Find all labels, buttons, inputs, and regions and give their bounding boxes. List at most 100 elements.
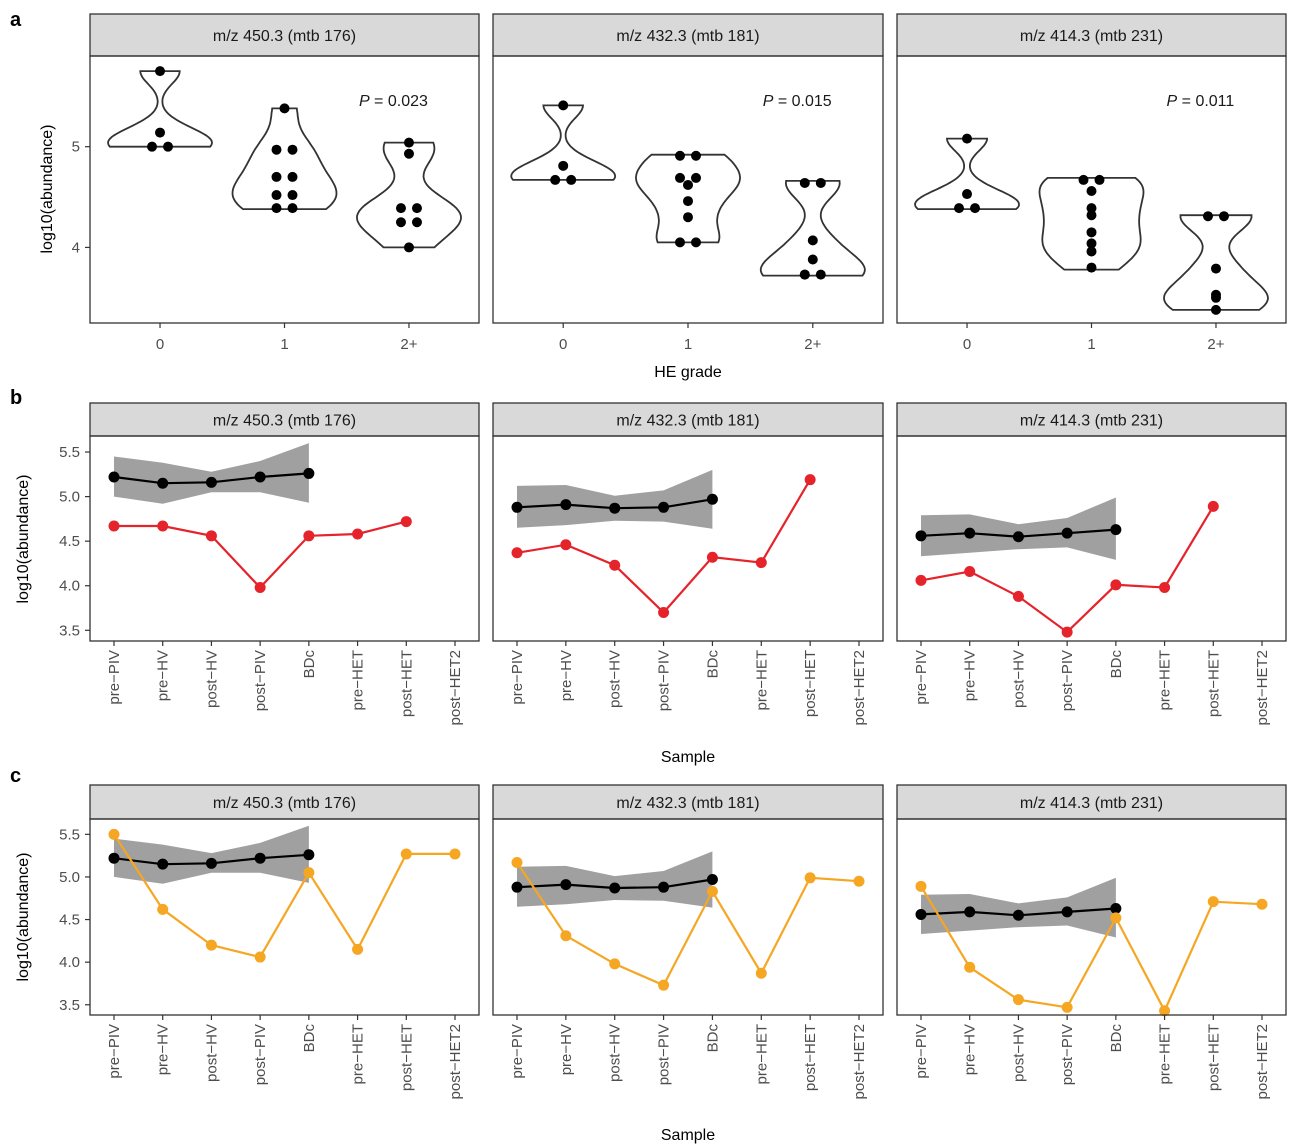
facet-strip bbox=[89, 784, 480, 820]
y-tick-label: 5.0 bbox=[59, 489, 80, 506]
series-point bbox=[804, 872, 816, 884]
series-point bbox=[352, 528, 364, 540]
series-point bbox=[915, 574, 927, 586]
panel-border bbox=[89, 818, 480, 1016]
data-point bbox=[1086, 227, 1097, 238]
violin bbox=[914, 137, 1020, 210]
y-tick-label: 3.5 bbox=[59, 997, 80, 1014]
x-tick-label: post−HET2 bbox=[1254, 1024, 1271, 1099]
data-point bbox=[403, 137, 414, 148]
x-tick-label: post−HV bbox=[1010, 650, 1027, 708]
x-tick-label: post−PIV bbox=[1059, 1024, 1076, 1085]
data-point bbox=[962, 133, 973, 144]
series-point bbox=[706, 551, 718, 563]
series-point bbox=[352, 943, 364, 955]
panel-label-a: a bbox=[10, 9, 22, 31]
series-point bbox=[1159, 582, 1171, 594]
x-tick-label: post−HET2 bbox=[447, 1024, 464, 1099]
x-tick-label: pre−HET bbox=[1157, 1024, 1174, 1084]
series-point bbox=[254, 582, 266, 594]
facet-title: m/z 432.3 (mtb 181) bbox=[616, 795, 759, 812]
data-point bbox=[287, 144, 298, 155]
data-point bbox=[287, 203, 298, 214]
x-axis-title: Sample bbox=[661, 1127, 715, 1144]
series-point bbox=[449, 848, 461, 860]
data-point bbox=[147, 141, 158, 152]
reference-point bbox=[915, 908, 927, 920]
reference-point bbox=[560, 499, 572, 511]
data-point bbox=[1210, 292, 1221, 303]
x-axis-title: HE grade bbox=[654, 364, 722, 381]
violin bbox=[107, 70, 213, 148]
data-point bbox=[287, 171, 298, 182]
series-point bbox=[1256, 898, 1268, 910]
x-tick-label: pre−PIV bbox=[106, 650, 123, 705]
x-tick-label: post−HET bbox=[802, 1024, 819, 1091]
p-symbol: P bbox=[1167, 93, 1178, 110]
facet-title: m/z 432.3 (mtb 181) bbox=[616, 413, 759, 430]
x-tick-label: BDc bbox=[1108, 1024, 1125, 1053]
x-tick-label: post−HET bbox=[398, 1024, 415, 1091]
series-point bbox=[706, 885, 718, 897]
facet-strip bbox=[89, 13, 480, 57]
series-point bbox=[157, 520, 169, 532]
x-tick-label: pre−PIV bbox=[106, 1024, 123, 1079]
reference-point bbox=[303, 849, 315, 861]
series-point bbox=[560, 539, 572, 551]
reference-point bbox=[706, 874, 718, 886]
x-tick-label: pre−HV bbox=[155, 650, 172, 701]
x-tick-label: pre−HV bbox=[962, 1024, 979, 1075]
series-point bbox=[1110, 579, 1122, 591]
data-point bbox=[395, 217, 406, 228]
series-point bbox=[1110, 912, 1122, 924]
reference-point bbox=[108, 852, 120, 864]
series-point bbox=[964, 961, 976, 973]
x-tick-label: 1 bbox=[1087, 336, 1095, 353]
series-point bbox=[755, 557, 767, 569]
y-tick-label: 3.5 bbox=[59, 622, 80, 639]
x-tick-label: post−HET bbox=[1205, 650, 1222, 717]
y-tick-label: 5.0 bbox=[59, 869, 80, 886]
x-tick-label: post−HET2 bbox=[851, 1024, 868, 1099]
series-line bbox=[920, 885, 1263, 1014]
x-tick-label: BDc bbox=[704, 1024, 721, 1053]
x-tick-label: pre−PIV bbox=[509, 1024, 526, 1079]
data-point bbox=[566, 174, 577, 185]
y-axis-title: log10(abundance) bbox=[15, 475, 32, 604]
reference-band bbox=[921, 877, 1116, 938]
p-value-label: P = 0.023 bbox=[359, 93, 428, 110]
data-point bbox=[411, 203, 422, 214]
x-tick-label: pre−PIV bbox=[913, 1024, 930, 1079]
x-tick-label: 1 bbox=[684, 336, 692, 353]
data-point bbox=[1086, 210, 1097, 221]
data-point bbox=[271, 171, 282, 182]
series-point bbox=[609, 958, 621, 970]
x-tick-label: post−HET bbox=[398, 650, 415, 717]
data-point bbox=[155, 127, 166, 138]
y-tick-label: 5.5 bbox=[59, 826, 80, 843]
series-line bbox=[113, 833, 455, 959]
x-tick-label: post−HV bbox=[203, 1024, 220, 1082]
data-point bbox=[163, 141, 174, 152]
data-point bbox=[962, 189, 973, 200]
x-tick-label: pre−HV bbox=[558, 650, 575, 701]
violin bbox=[1038, 177, 1145, 271]
panel-border bbox=[896, 435, 1287, 642]
data-point bbox=[411, 217, 422, 228]
facet-title: m/z 414.3 (mtb 231) bbox=[1020, 28, 1163, 45]
reference-band bbox=[517, 469, 713, 529]
data-point bbox=[395, 203, 406, 214]
data-point bbox=[691, 150, 701, 161]
panel-border bbox=[896, 818, 1287, 1016]
x-tick-label: post−HET bbox=[1205, 1024, 1222, 1091]
reference-point bbox=[1061, 906, 1073, 918]
x-tick-label: post−HV bbox=[607, 1024, 624, 1082]
y-tick-label: 4.0 bbox=[59, 578, 80, 595]
reference-point bbox=[511, 501, 523, 513]
reference-point bbox=[157, 477, 169, 489]
x-tick-label: post−PIV bbox=[656, 650, 673, 711]
x-tick-label: post−HET bbox=[802, 650, 819, 717]
series-point bbox=[1012, 994, 1024, 1006]
reference-point bbox=[205, 476, 217, 488]
facet-strip bbox=[492, 402, 884, 437]
